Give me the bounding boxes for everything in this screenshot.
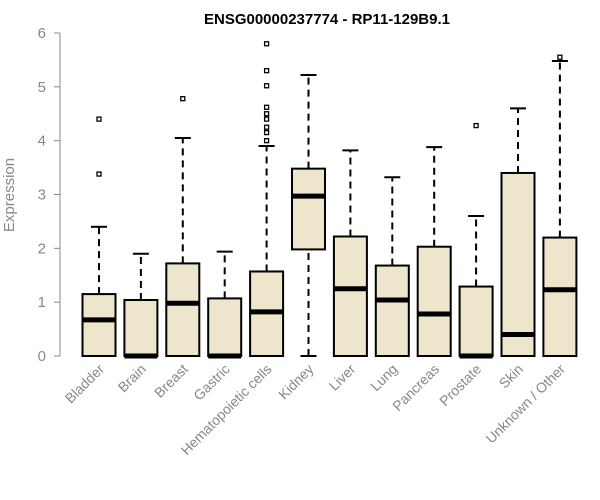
x-tick-label: Brain bbox=[115, 361, 149, 395]
x-tick-label: Unknown / Other bbox=[482, 361, 568, 447]
box-iqr bbox=[500, 171, 536, 357]
outlier-point bbox=[263, 104, 270, 110]
outlier-point bbox=[263, 138, 270, 144]
box-iqr bbox=[542, 236, 578, 357]
box-gastric bbox=[207, 250, 243, 359]
outlier-point bbox=[263, 116, 270, 122]
boxes-group bbox=[81, 41, 578, 359]
box-lung bbox=[374, 176, 410, 357]
outlier-point bbox=[263, 68, 270, 74]
box-iqr bbox=[123, 299, 159, 358]
box-iqr bbox=[458, 285, 494, 357]
box-unknown-other bbox=[542, 54, 578, 357]
x-tick-label: Lung bbox=[367, 361, 400, 394]
y-tick-label: 0 bbox=[38, 348, 46, 365]
outlier-point bbox=[263, 129, 270, 136]
outlier-point bbox=[473, 122, 479, 129]
y-tick-label: 3 bbox=[38, 187, 46, 204]
box-pancreas bbox=[416, 146, 452, 358]
y-axis-ticks: 0 1 2 3 4 5 6 bbox=[38, 25, 60, 365]
chart-title: ENSG00000237774 - RP11-129B9.1 bbox=[204, 11, 450, 28]
outlier-point bbox=[263, 111, 270, 117]
box-iqr bbox=[207, 297, 243, 358]
outlier-point bbox=[96, 116, 102, 122]
box-iqr bbox=[291, 167, 326, 251]
x-tick-label: Prostate bbox=[436, 361, 484, 409]
box-bladder bbox=[81, 116, 117, 358]
box-iqr bbox=[165, 262, 201, 358]
box-liver bbox=[332, 149, 368, 358]
box-breast bbox=[165, 96, 201, 358]
outlier-point bbox=[96, 171, 102, 177]
outlier-point bbox=[263, 124, 270, 130]
box-hematopoietic-cells bbox=[249, 41, 285, 357]
x-tick-label: Bladder bbox=[62, 361, 108, 407]
box-iqr bbox=[81, 293, 117, 358]
y-tick-label: 5 bbox=[38, 79, 46, 96]
box-iqr bbox=[374, 264, 410, 357]
y-tick-label: 1 bbox=[38, 294, 46, 311]
y-tick-label: 6 bbox=[38, 25, 46, 42]
x-tick-label: Breast bbox=[151, 361, 191, 401]
box-iqr bbox=[332, 235, 368, 358]
outlier-point bbox=[263, 83, 270, 89]
x-tick-label: Skin bbox=[496, 361, 527, 392]
box-kidney bbox=[291, 73, 326, 357]
y-axis-label: Expression bbox=[1, 158, 18, 232]
box-prostate bbox=[458, 122, 494, 359]
x-tick-label: Kidney bbox=[275, 361, 317, 403]
outlier-point bbox=[180, 96, 186, 102]
x-tick-label: Pancreas bbox=[389, 361, 442, 414]
box-iqr bbox=[416, 245, 452, 358]
y-tick-label: 2 bbox=[38, 240, 46, 257]
outlier-point bbox=[557, 54, 563, 60]
outlier-point bbox=[263, 41, 270, 47]
x-tick-label: Liver bbox=[326, 361, 359, 394]
box-brain bbox=[123, 252, 159, 359]
box-skin bbox=[500, 107, 536, 357]
y-tick-label: 4 bbox=[38, 133, 46, 150]
